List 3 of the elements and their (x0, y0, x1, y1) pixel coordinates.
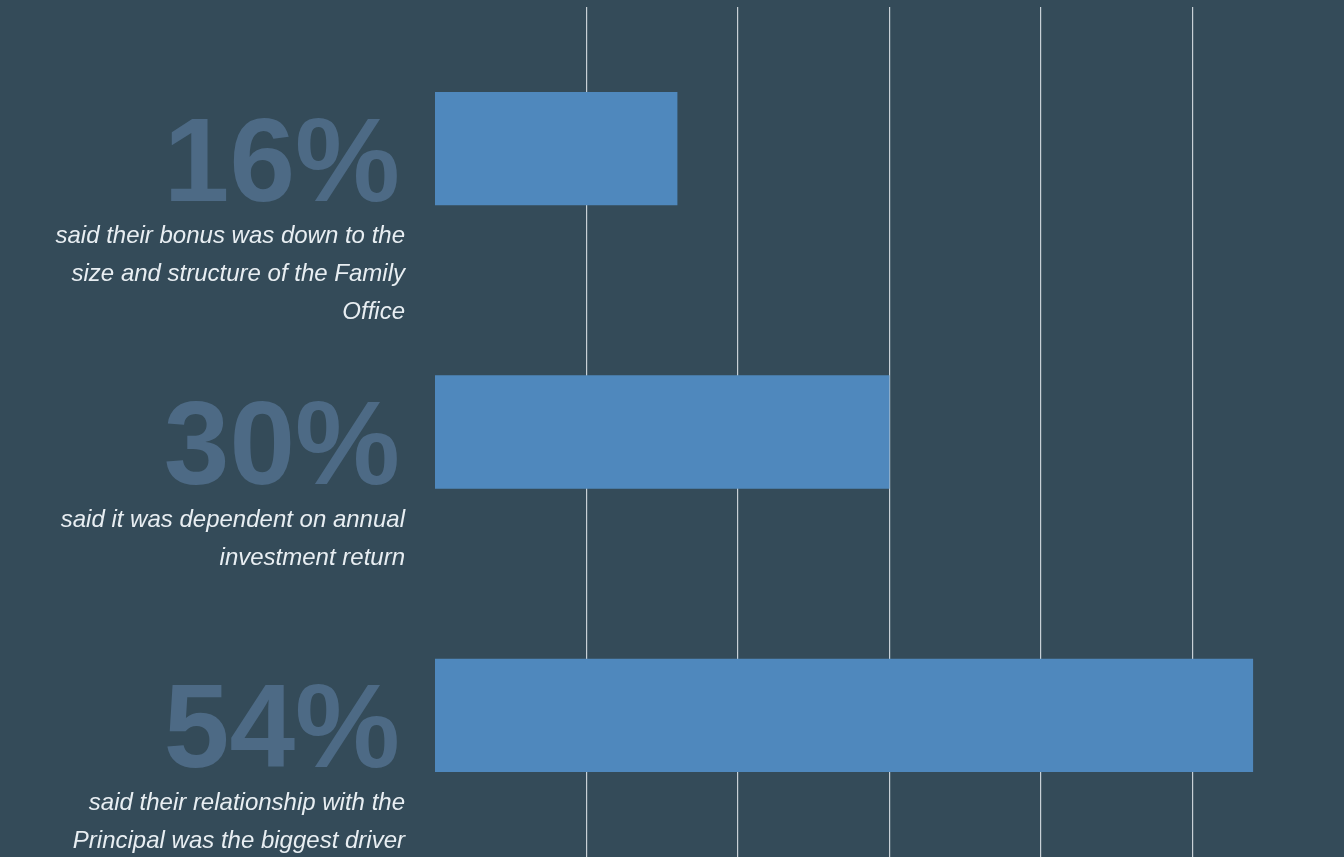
y-tick-label: said it was dependent on annual investment return (60, 504, 406, 570)
y-tick-label: said their relationship with the Principal was the biggest driver (72, 788, 407, 854)
y-tick-label: said their bonus was down to the size and structure of the Family Office (55, 221, 407, 325)
